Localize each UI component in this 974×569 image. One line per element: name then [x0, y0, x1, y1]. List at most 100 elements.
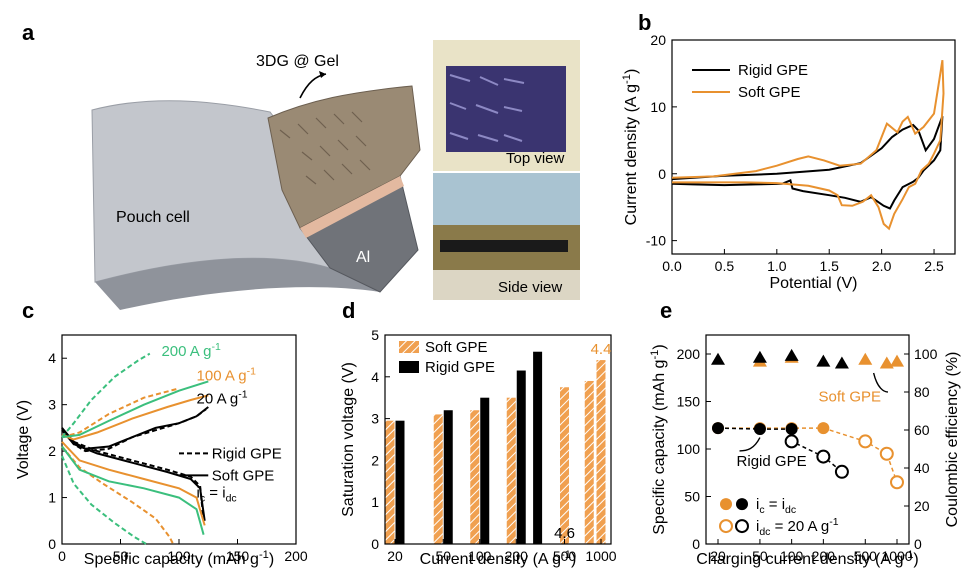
- arrow-rigid-e-icon: [739, 437, 761, 452]
- bar-d-0-6: [584, 380, 594, 544]
- y-tick-label-d: 4: [371, 369, 379, 385]
- marker-e-1-0: [712, 422, 724, 435]
- x-tick-label-b: 1.5: [819, 258, 839, 274]
- legend-label-b-0: Rigid GPE: [738, 62, 808, 79]
- x-axis-label-b: Potential (V): [769, 275, 857, 292]
- x-axis-label-e: Charging current density (A g-1​): [696, 549, 919, 568]
- series-line-c-9: [61, 352, 151, 438]
- x-tick-label-e: 50: [752, 548, 768, 564]
- series-line-c-5: [61, 387, 180, 439]
- y-tick-label-e: 0: [692, 536, 700, 552]
- y-right-tick-label-e: 20: [914, 498, 930, 514]
- legend-marker-e-1-b: [735, 519, 749, 534]
- y-tick-label-c: 1: [48, 490, 56, 506]
- marker-e-3-2: [834, 464, 849, 479]
- bar-d-0-3: [506, 397, 516, 544]
- legend-swatch-d-1: [399, 361, 419, 373]
- panel-letter-b: b: [638, 10, 651, 35]
- series-line-c-3: [61, 429, 205, 521]
- series-line-b-1: [671, 59, 945, 231]
- legend-marker-e-1-a: [719, 519, 733, 534]
- pouch-cell-label: Pouch cell: [116, 209, 190, 226]
- y-right-tick-label-e: 0: [914, 536, 922, 552]
- x-tick-label-d: 1000: [585, 548, 616, 564]
- marker-e-1-2: [785, 423, 798, 436]
- bar-d-0-7: [596, 360, 606, 544]
- y-axis-label-c: Voltage (V): [15, 400, 32, 479]
- x-tick-label-c: 200: [284, 548, 308, 564]
- plot-frame-c: [61, 334, 297, 545]
- y-tick-label-b: -10: [646, 233, 666, 249]
- legend-marker-e-0-a: [720, 498, 732, 511]
- marker-e-5-2: [784, 348, 799, 361]
- top-view-texture: [449, 74, 525, 142]
- panel-letter-a: a: [22, 20, 35, 45]
- legend-marker-e-0-b: [736, 498, 748, 511]
- panel-letter-d: d: [342, 298, 355, 323]
- annotation-c-3: ic​ = idc​: [197, 485, 237, 505]
- x-tick-label-e: 20: [710, 548, 726, 564]
- marker-e-0-3: [817, 422, 830, 435]
- x-tick-label-d: 20: [387, 548, 403, 564]
- gel-texture: [279, 111, 371, 185]
- y-tick-label-d: 0: [371, 536, 379, 552]
- y-tick-label-b: 20: [650, 32, 666, 48]
- series-line-c-6: [61, 441, 206, 526]
- bar-d-1-4: [533, 351, 543, 544]
- legend-label-e-0: ic​ = idc​: [756, 496, 796, 516]
- series-line-b-0: [671, 115, 944, 210]
- side-view-electrode: [440, 240, 568, 252]
- x-tick-label-d: 500: [553, 548, 577, 564]
- y-right-tick-label-e: 60: [914, 422, 930, 438]
- x-axis-label-c: Specific capacity (mAh g-1​): [84, 549, 274, 568]
- marker-e-2-0: [858, 434, 873, 449]
- y-tick-label-c: 2: [48, 443, 56, 459]
- gel-arrow-icon: [299, 73, 327, 99]
- x-tick-label-c: 100: [167, 548, 191, 564]
- value-label-d-1: 4.4: [591, 341, 612, 358]
- x-tick-label-b: 2.0: [872, 258, 892, 274]
- bar-d-0-1: [433, 414, 443, 544]
- marker-e-2-2: [890, 475, 904, 490]
- copper-edge: [300, 176, 404, 238]
- bar-d-0-5: [560, 387, 570, 544]
- x-tick-label-b: 0.0: [662, 258, 682, 274]
- y-tick-label-e: 100: [677, 441, 701, 457]
- series-line-c-11: [61, 455, 147, 545]
- marker-e-1-1: [753, 423, 766, 436]
- x-tick-label-d: 50: [435, 548, 451, 564]
- series-line-c-10: [61, 445, 205, 535]
- bar-d-0-0: [385, 420, 395, 544]
- legend-label-c-1: Soft GPE: [212, 467, 275, 484]
- marker-e-5-1: [752, 350, 767, 363]
- series-line-c-0: [61, 406, 209, 450]
- side-view-label: Side view: [498, 279, 562, 296]
- series-line-c-2: [61, 429, 206, 521]
- al-label: Al: [356, 249, 370, 266]
- y-tick-label-d: 3: [371, 411, 379, 427]
- x-tick-label-d: 100: [468, 548, 492, 564]
- annotation-c-2: 20 A g-1​: [197, 389, 248, 408]
- y-right-tick-label-e: 100: [914, 346, 938, 362]
- y-axis-label-e: Specific capacity (mAh g-1​): [649, 344, 668, 534]
- x-tick-label-d: 200: [505, 548, 529, 564]
- y-axis-label-b: Current density (A g-1​): [621, 69, 640, 226]
- x-tick-label-e: 500: [854, 548, 878, 564]
- bar-d-1-1: [443, 410, 453, 544]
- y-tick-label-c: 4: [48, 350, 56, 366]
- legend-label-d-0: Soft GPE: [425, 339, 488, 356]
- marker-e-5-4: [834, 356, 849, 369]
- y-tick-label-b: 10: [650, 99, 666, 115]
- panel-a: a 3DG @ Gel Pouch cell Al Top view Side …: [22, 20, 580, 310]
- x-tick-label-b: 0.5: [715, 258, 735, 274]
- x-tick-label-c: 0: [58, 548, 66, 564]
- x-tick-label-b: 2.5: [924, 258, 944, 274]
- y-tick-label-d: 1: [371, 494, 379, 510]
- panel-letter-e: e: [660, 298, 672, 323]
- annotation-c-1: 100 A g-1​: [197, 366, 257, 385]
- annotation-c-0: 200 A g-1​: [161, 341, 221, 360]
- bar-d-1-2: [480, 397, 490, 544]
- series-line-c-7: [61, 445, 174, 545]
